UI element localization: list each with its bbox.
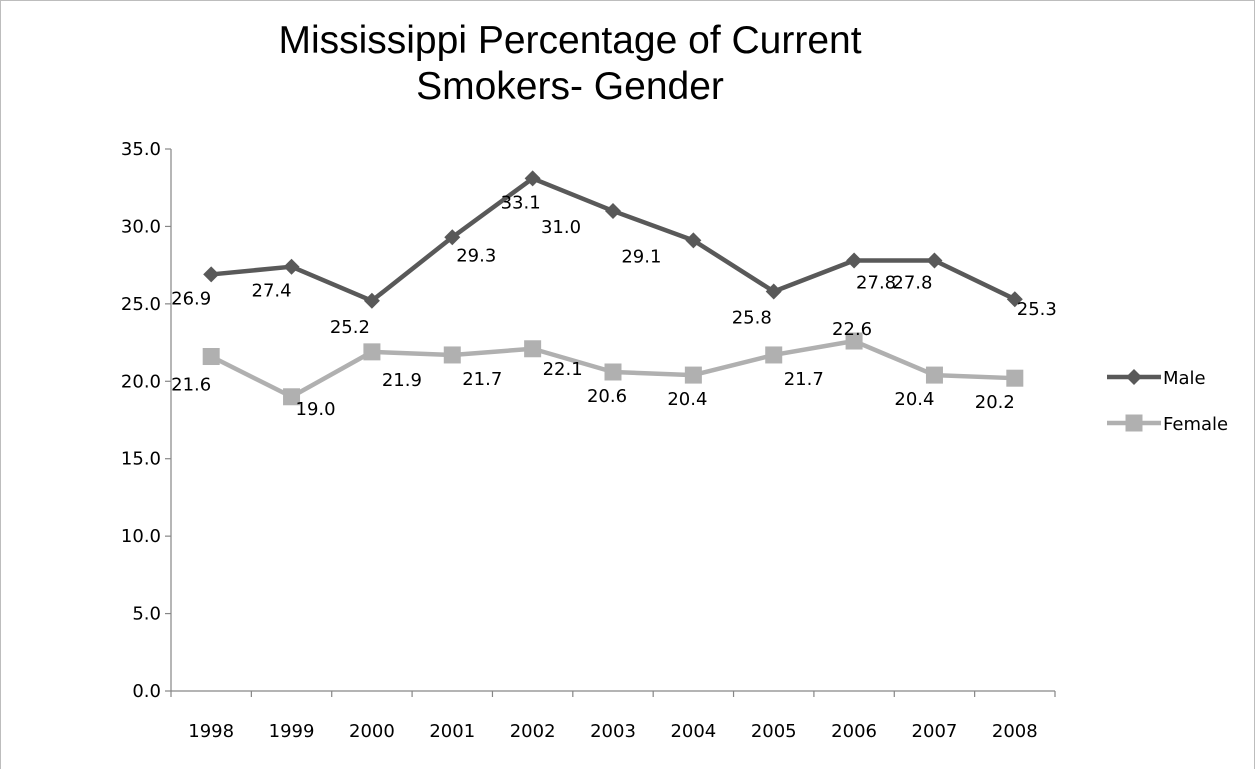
x-tick-label: 2006 bbox=[831, 721, 877, 742]
data-label-male: 25.2 bbox=[330, 317, 370, 338]
series-layer bbox=[202, 170, 1024, 406]
data-label-female: 20.2 bbox=[975, 392, 1015, 413]
data-label-female: 21.9 bbox=[382, 370, 422, 391]
data-point-female bbox=[202, 348, 220, 366]
y-tick-label: 30.0 bbox=[121, 216, 161, 237]
data-point-female bbox=[524, 340, 542, 358]
data-point-male bbox=[1006, 291, 1023, 308]
series-male bbox=[203, 170, 1023, 309]
data-point-female bbox=[684, 366, 702, 384]
x-tick-label: 1999 bbox=[269, 721, 315, 742]
data-point-male bbox=[444, 229, 461, 246]
data-point-female bbox=[845, 332, 863, 350]
legend-marker-male bbox=[1126, 369, 1142, 385]
data-point-female bbox=[363, 343, 381, 361]
data-label-female: 21.7 bbox=[462, 369, 502, 390]
data-label-female: 21.7 bbox=[784, 369, 824, 390]
data-point-male bbox=[765, 283, 782, 300]
x-tick-label: 2004 bbox=[670, 721, 716, 742]
data-point-female bbox=[765, 346, 783, 364]
chart-title: Mississippi Percentage of Current Smoker… bbox=[230, 18, 910, 110]
data-label-female: 21.6 bbox=[171, 375, 211, 396]
data-label-female: 20.4 bbox=[894, 389, 934, 410]
legend: Male Female bbox=[1107, 368, 1228, 435]
x-tick-label: 2002 bbox=[510, 721, 556, 742]
data-label-female: 22.1 bbox=[543, 359, 583, 380]
x-tick-label: 2000 bbox=[349, 721, 395, 742]
data-labels: 26.9 27.4 25.2 29.3 33.131.0 29.1 25.8 27.827.8… bbox=[171, 192, 1057, 419]
x-tick-label: 2008 bbox=[992, 721, 1038, 742]
data-point-male bbox=[605, 202, 621, 219]
data-label-male: 25.8 bbox=[732, 307, 772, 328]
data-point-male bbox=[524, 170, 541, 187]
data-label-female: 22.6 bbox=[832, 319, 872, 340]
data-point-female bbox=[604, 363, 622, 381]
series-female bbox=[202, 332, 1024, 406]
axes: 0.0 5.0 10.0 15.0 20.0 25.0 30.0 35.0 1998 1999 20… bbox=[121, 139, 1056, 742]
y-tick-label: 25.0 bbox=[121, 294, 161, 315]
legend-label-male: Male bbox=[1163, 368, 1206, 389]
y-tick-label: 0.0 bbox=[132, 681, 161, 702]
x-tick-label: 2003 bbox=[590, 721, 636, 742]
legend-item-female: Female bbox=[1107, 414, 1228, 435]
y-tick-label: 15.0 bbox=[121, 449, 161, 470]
legend-label-female: Female bbox=[1163, 414, 1228, 435]
data-point-female bbox=[925, 366, 943, 384]
data-label-male: 27.8 bbox=[892, 272, 932, 293]
y-tick-label: 10.0 bbox=[121, 526, 161, 547]
y-tick-label: 20.0 bbox=[121, 371, 161, 392]
x-tick-label: 1998 bbox=[188, 721, 234, 742]
chart-title-line-1: Mississippi Percentage of Current bbox=[278, 19, 862, 62]
data-label-male: 33.1 bbox=[501, 192, 541, 213]
data-point-female bbox=[443, 346, 461, 364]
data-label-male: 27.8 bbox=[856, 272, 896, 293]
data-point-male bbox=[203, 266, 220, 283]
data-label-male: 29.3 bbox=[456, 245, 496, 266]
chart-title-line-2: Smokers- Gender bbox=[416, 65, 724, 108]
data-label-male: 26.9 bbox=[171, 288, 211, 309]
y-tick-label: 35.0 bbox=[121, 139, 161, 160]
data-label-female: 20.6 bbox=[587, 386, 627, 407]
data-point-male bbox=[926, 252, 943, 269]
data-label-male: 25.3 bbox=[1017, 299, 1057, 320]
x-tick-label: 2005 bbox=[751, 721, 797, 742]
data-label-male: 29.1 bbox=[621, 246, 661, 267]
y-tick-label: 5.0 bbox=[132, 604, 161, 625]
x-tick-label: 2007 bbox=[912, 721, 958, 742]
data-label-female: 20.4 bbox=[667, 389, 707, 410]
data-point-female bbox=[283, 388, 301, 406]
data-label-male: 27.4 bbox=[252, 281, 292, 302]
data-point-male bbox=[283, 258, 300, 275]
x-tick-label: 2001 bbox=[429, 721, 475, 742]
legend-item-male: Male bbox=[1107, 368, 1206, 389]
data-label-female: 19.0 bbox=[296, 399, 336, 420]
data-label-male: 31.0 bbox=[541, 217, 581, 238]
data-point-male bbox=[685, 232, 702, 249]
data-point-female bbox=[1006, 369, 1024, 387]
data-point-male bbox=[363, 292, 380, 309]
legend-marker-female bbox=[1125, 414, 1143, 432]
data-point-male bbox=[846, 252, 863, 269]
